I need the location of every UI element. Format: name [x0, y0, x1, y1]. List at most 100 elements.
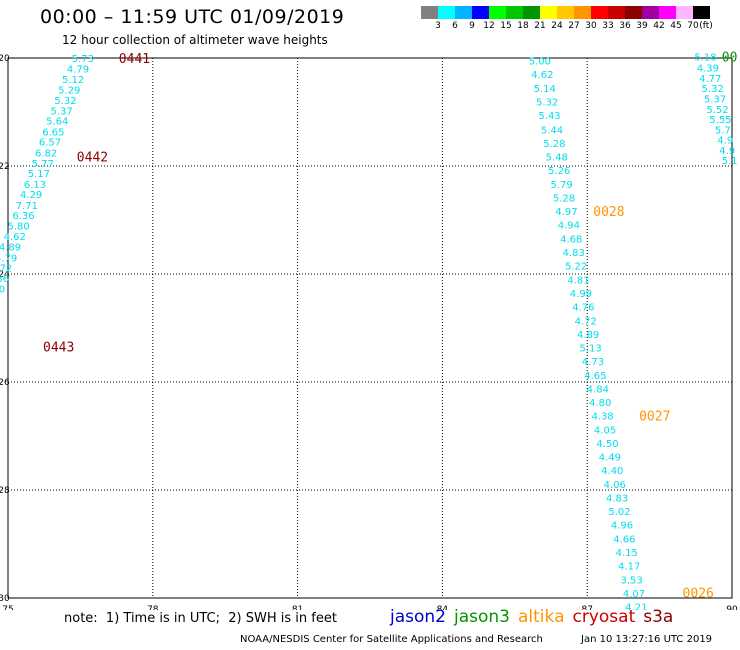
- legend-swatch: [676, 6, 693, 19]
- pass-time-label: 0442: [77, 150, 108, 165]
- y-tick-label: 28: [0, 486, 10, 496]
- wave-height-value: 4.40: [601, 466, 623, 477]
- wave-height-value: 5.13: [579, 343, 601, 354]
- legend-swatch: [421, 6, 438, 19]
- wave-height-value: 4.05: [594, 426, 616, 437]
- satellite-name: jason2: [390, 607, 446, 627]
- wave-height-value: 5.32: [536, 98, 558, 109]
- wave-height-value: 4.81: [567, 275, 589, 286]
- pass-time-label: 0443: [43, 340, 74, 355]
- wave-height-value: 5.37: [50, 106, 72, 117]
- wave-height-value: 4.17: [618, 562, 640, 573]
- wave-height-value: 5.28: [543, 139, 565, 150]
- page-subtitle: 12 hour collection of altimeter wave hei…: [62, 33, 328, 47]
- legend-swatch: [455, 6, 472, 19]
- legend-tick-label: 70: [687, 21, 699, 31]
- wave-height-value: 5.26: [548, 166, 570, 177]
- legend-tick-label: 9: [469, 21, 475, 31]
- wave-height-value: 5.02: [608, 507, 630, 518]
- x-tick-label: 90: [726, 605, 738, 610]
- legend-tick-label: 30: [585, 21, 597, 31]
- legend-tick-label: 27: [568, 21, 580, 31]
- legend-tick-label: 45: [670, 21, 682, 31]
- wave-height-value: 5.80: [7, 221, 29, 232]
- wave-height-value: 6.36: [12, 211, 34, 222]
- wave-height-value: 4.06: [604, 480, 626, 491]
- legend-swatch: [608, 6, 625, 19]
- legend-swatch: [693, 6, 710, 19]
- wave-height-value: 4.39: [697, 64, 719, 75]
- legend-unit: (ft): [699, 21, 713, 31]
- wave-height-value: 4.38: [592, 411, 614, 422]
- legend-tick-label: 39: [636, 21, 648, 31]
- wave-height-value: 4.83: [563, 248, 585, 259]
- x-tick-label: 87: [581, 605, 592, 610]
- wave-height-value: 4.72: [575, 316, 597, 327]
- wave-height-value: 5.1: [722, 156, 738, 167]
- color-scale-legend: [421, 6, 710, 19]
- wave-height-value: 5.73: [72, 54, 94, 65]
- wave-height-value: 4.84: [587, 384, 609, 395]
- wave-height-value: 5.77: [32, 159, 54, 170]
- legend-swatch: [540, 6, 557, 19]
- legend-swatch: [659, 6, 676, 19]
- wave-height-value: 5.64: [46, 117, 68, 128]
- legend-tick-label: 6: [452, 21, 458, 31]
- satellite-name: cryosat: [572, 607, 636, 627]
- wave-height-value: 5.7: [715, 125, 731, 136]
- wave-height-value: 6.82: [35, 149, 57, 160]
- wave-height-value: 4.99: [570, 289, 592, 300]
- x-tick-label: 78: [147, 605, 159, 610]
- wave-height-value: 5.18: [694, 52, 716, 63]
- wave-height-value: 3.53: [620, 576, 642, 587]
- y-tick-label: 24: [0, 270, 10, 280]
- wave-height-value: 5.48: [546, 152, 568, 163]
- wave-height-value: 5.00: [529, 57, 551, 68]
- pass-time-label: 0026: [683, 587, 714, 602]
- legend-swatch: [591, 6, 608, 19]
- wave-height-value: 4.89: [577, 330, 599, 341]
- wave-height-value: 7.71: [16, 201, 38, 212]
- wave-height-value: 5.22: [565, 261, 587, 272]
- wave-height-value: 5.32: [54, 96, 76, 107]
- legend-tick-label: 15: [500, 21, 512, 31]
- legend-swatch: [506, 6, 523, 19]
- legend-swatch: [625, 6, 642, 19]
- pass-time-label: 0441: [119, 52, 150, 67]
- legend-swatch: [472, 6, 489, 19]
- footnote: note: 1) Time is in UTC; 2) SWH is in fe…: [64, 611, 337, 626]
- wave-height-value: 4.79: [0, 253, 17, 264]
- wave-height-value: 4.96: [611, 521, 633, 532]
- legend-tick-label: 24: [551, 21, 563, 31]
- wave-height-value: 4.9: [719, 146, 735, 157]
- wave-height-value: 5.29: [58, 85, 80, 96]
- wave-height-value: 4.50: [596, 439, 618, 450]
- legend-tick-label: 36: [619, 21, 631, 31]
- legend-tick-label: 21: [534, 21, 546, 31]
- wave-height-value: 5.79: [550, 180, 572, 191]
- wave-height-value: 5.00: [0, 285, 5, 296]
- y-tick-label: 22: [0, 162, 10, 172]
- wave-height-value: 5.32: [702, 84, 724, 95]
- wave-height-value: 4.80: [589, 398, 611, 409]
- wave-height-value: 4.76: [572, 302, 594, 313]
- wave-height-value: 4.07: [623, 589, 645, 600]
- wave-height-value: 4.85: [0, 295, 1, 306]
- wave-height-value: 5.12: [62, 75, 84, 86]
- wave-height-plot: 75 78 81 84 87 902022242628305.734.795.125.29…: [0, 50, 738, 610]
- wave-height-value: 4.79: [67, 64, 89, 75]
- satellite-name: s3a: [643, 607, 674, 627]
- plot-frame: [7, 57, 733, 599]
- x-tick-label: 75: [2, 605, 13, 610]
- x-tick-label: 81: [292, 605, 303, 610]
- wave-height-value: 4.9: [717, 136, 733, 147]
- wave-height-value: 6.13: [24, 180, 46, 191]
- wave-height-value: 4.86: [0, 274, 9, 285]
- legend-tick-label: 12: [483, 21, 495, 31]
- legend-tick-label: 42: [653, 21, 665, 31]
- wave-height-value: 6.57: [39, 138, 61, 149]
- wave-height-value: 4.94: [558, 220, 580, 231]
- y-tick-label: 30: [0, 594, 10, 604]
- wave-height-value: 5.55: [709, 115, 731, 126]
- legend-tick-label: 3: [435, 21, 441, 31]
